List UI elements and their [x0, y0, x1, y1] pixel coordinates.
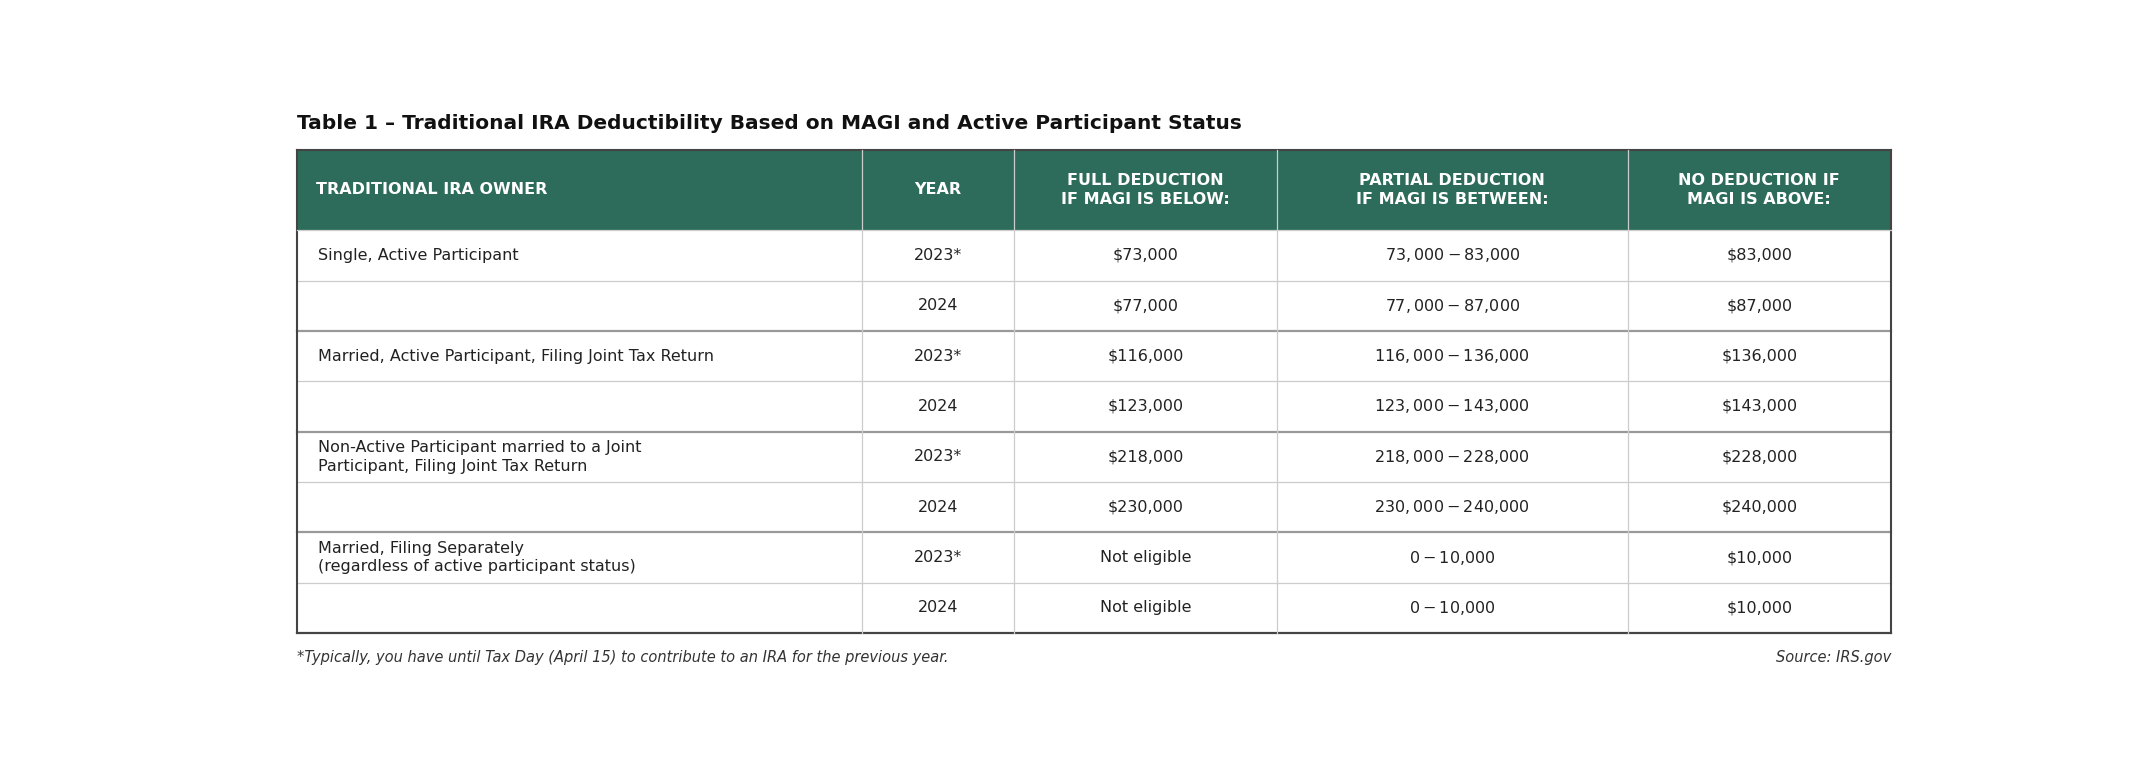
Text: $73,000: $73,000 — [1112, 248, 1178, 263]
Text: $143,000: $143,000 — [1722, 399, 1797, 414]
Text: YEAR: YEAR — [915, 182, 962, 198]
Text: $123,000: $123,000 — [1108, 399, 1184, 414]
Text: $77,000: $77,000 — [1112, 298, 1178, 313]
Text: 2023*: 2023* — [913, 550, 962, 565]
Text: Non-Active Participant married to a Joint
Participant, Filing Joint Tax Return: Non-Active Participant married to a Join… — [318, 440, 642, 474]
Text: $123,000 - $143,000: $123,000 - $143,000 — [1374, 398, 1530, 415]
Text: $87,000: $87,000 — [1726, 298, 1793, 313]
Text: $230,000 - $240,000: $230,000 - $240,000 — [1374, 498, 1530, 516]
Text: 2023*: 2023* — [913, 449, 962, 464]
Text: $116,000 - $136,000: $116,000 - $136,000 — [1374, 347, 1530, 365]
Text: $77,000 - $87,000: $77,000 - $87,000 — [1385, 297, 1519, 315]
Text: PARTIAL DEDUCTION
IF MAGI IS BETWEEN:: PARTIAL DEDUCTION IF MAGI IS BETWEEN: — [1355, 173, 1549, 207]
Text: Source: IRS.gov: Source: IRS.gov — [1775, 649, 1891, 665]
Text: 2024: 2024 — [918, 601, 958, 615]
Text: $136,000: $136,000 — [1722, 349, 1797, 363]
Text: $73,000 - $83,000: $73,000 - $83,000 — [1385, 246, 1519, 264]
Text: Married, Filing Separately
(regardless of active participant status): Married, Filing Separately (regardless o… — [318, 541, 636, 574]
Text: 2024: 2024 — [918, 500, 958, 515]
Text: $230,000: $230,000 — [1108, 500, 1184, 515]
Text: $228,000: $228,000 — [1722, 449, 1797, 464]
Text: *Typically, you have until Tax Day (April 15) to contribute to an IRA for the pr: *Typically, you have until Tax Day (Apri… — [297, 649, 947, 665]
Bar — [297, 230, 1891, 633]
Text: $83,000: $83,000 — [1726, 248, 1793, 263]
Text: $0-$10,000: $0-$10,000 — [1408, 549, 1496, 567]
Text: 2023*: 2023* — [913, 349, 962, 363]
Text: $10,000: $10,000 — [1726, 550, 1793, 565]
Text: 2024: 2024 — [918, 399, 958, 414]
Text: $240,000: $240,000 — [1722, 500, 1797, 515]
Text: FULL DEDUCTION
IF MAGI IS BELOW:: FULL DEDUCTION IF MAGI IS BELOW: — [1061, 173, 1229, 207]
Text: TRADITIONAL IRA OWNER: TRADITIONAL IRA OWNER — [316, 182, 548, 198]
Text: NO DEDUCTION IF
MAGI IS ABOVE:: NO DEDUCTION IF MAGI IS ABOVE: — [1679, 173, 1840, 207]
Text: $0-$10,000: $0-$10,000 — [1408, 599, 1496, 617]
Text: $218,000: $218,000 — [1108, 449, 1184, 464]
Text: Not eligible: Not eligible — [1099, 601, 1191, 615]
Text: Not eligible: Not eligible — [1099, 550, 1191, 565]
Text: Table 1 – Traditional IRA Deductibility Based on MAGI and Active Participant Sta: Table 1 – Traditional IRA Deductibility … — [297, 114, 1242, 133]
Text: $218,000 - $228,000: $218,000 - $228,000 — [1374, 448, 1530, 466]
Text: Single, Active Participant: Single, Active Participant — [318, 248, 519, 263]
Text: $10,000: $10,000 — [1726, 601, 1793, 615]
Text: $116,000: $116,000 — [1108, 349, 1184, 363]
Text: 2024: 2024 — [918, 298, 958, 313]
Text: Married, Active Participant, Filing Joint Tax Return: Married, Active Participant, Filing Join… — [318, 349, 715, 363]
Bar — [297, 150, 1891, 230]
Text: 2023*: 2023* — [913, 248, 962, 263]
